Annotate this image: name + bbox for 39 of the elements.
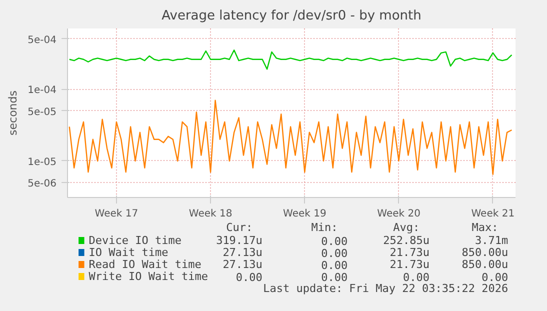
text: Avg: (393, 221, 420, 234)
line-series (68, 100, 512, 176)
chart-title: Average latency for /dev/sr0 - by month (162, 8, 422, 24)
x-tick-label: Week 17 (94, 208, 138, 220)
legend-label: Read IO Wait time (88, 258, 202, 271)
text: 850.00u (462, 258, 508, 271)
line-series (68, 50, 512, 70)
text: 27.13u (222, 246, 262, 259)
text: 27.13u (222, 258, 262, 271)
x-tick-label: Week 18 (188, 208, 232, 220)
text: 21.73u (390, 258, 430, 271)
text: 3.71m (475, 234, 509, 247)
y-tick-label: 5e-06 (28, 178, 57, 190)
text: 0.00 (321, 259, 348, 272)
x-tick-label: Week 21 (471, 208, 515, 220)
text: 0.00 (482, 271, 508, 284)
y-tick-label: 1e-05 (28, 156, 57, 168)
y-axis-title: seconds (6, 90, 20, 136)
text: 21.73u (390, 246, 430, 259)
text: 252.85u (383, 234, 430, 247)
x-tick-label: Week 20 (377, 208, 420, 220)
text: Max: (472, 221, 498, 234)
y-tick-label: 5e-04 (28, 34, 57, 46)
legend-label: Device IO time (88, 234, 182, 247)
y-tick-label: 1e-04 (28, 85, 57, 96)
legend-label: IO Wait time (88, 246, 168, 259)
text: 0.00 (321, 247, 348, 260)
text: 0.00 (321, 235, 348, 248)
y-tick-label: 5e-05 (28, 106, 57, 118)
text: 850.00u (462, 246, 508, 259)
text: 319.17u (216, 234, 262, 247)
x-tick-label: Week 19 (283, 208, 326, 220)
text: 0.00 (403, 271, 430, 284)
text: Last update: Fri May 22 03:35:22 2026 (263, 282, 508, 295)
text: Min: (311, 221, 338, 234)
text: 0.00 (236, 271, 262, 284)
text: Cur: (226, 221, 253, 234)
text: 0.00 (321, 271, 348, 284)
legend-label: Write IO Wait time (88, 270, 208, 283)
